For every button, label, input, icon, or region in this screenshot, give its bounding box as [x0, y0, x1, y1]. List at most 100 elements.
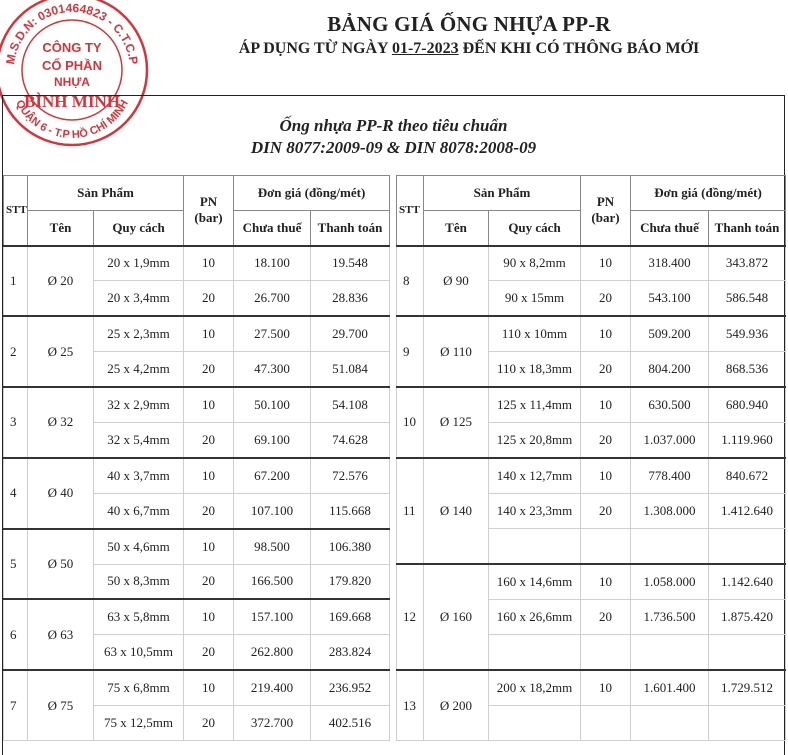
cell-stt: 5: [3, 527, 28, 600]
page-title: BẢNG GIÁ ỐNG NHỰA PP-R: [327, 12, 611, 36]
cell-total: 72.576: [310, 456, 390, 494]
cell-total: 1.142.640: [708, 563, 786, 600]
header-total: Thanh toán: [310, 210, 390, 247]
header-spec: Quy cách: [488, 210, 581, 247]
cell-pre-tax: 778.400: [630, 456, 709, 494]
cell-total: 283.824: [310, 634, 390, 671]
cell-spec: 50 x 4,6mm: [93, 527, 184, 565]
cell-name: Ø 20: [27, 244, 94, 317]
header-stt: STT: [3, 175, 28, 246]
header-pn: PN (bar): [183, 175, 234, 246]
table-row: 125 x 20,8mm 20 1.037.000 1.119.960: [397, 421, 786, 459]
table-row: 160 x 26,6mm 20 1.736.500 1.875.420: [397, 598, 786, 636]
cell-spec: 110 x 10mm: [488, 315, 581, 353]
cell-stt: 9: [396, 315, 424, 388]
cell-spec: 63 x 10,5mm: [93, 634, 184, 671]
cell-pn: 10: [580, 456, 631, 494]
cell-pn: 10: [183, 244, 234, 282]
cell-pre-tax: [630, 528, 709, 565]
company-stamp: M.S.D.N: 0301464823 - C.T.C.P QUẬN 6 - T…: [0, 0, 149, 147]
cell-pn: 20: [580, 492, 631, 530]
table-row: 20 x 3,4mm 20 26.700 28.836: [4, 280, 390, 317]
standard-line2: DIN 8077:2009-09 & DIN 8078:2008-09: [250, 138, 537, 157]
table-row: 140 x 23,3mm 20 1.308.000 1.412.640: [397, 492, 786, 530]
cell-pre-tax: [630, 705, 709, 742]
cell-total: [708, 705, 786, 742]
header-pn: PN (bar): [580, 175, 631, 246]
cell-pre-tax: 318.400: [630, 244, 709, 282]
table-row: 11 Ø 140 140 x 12,7mm 10 778.400 840.672: [396, 456, 786, 565]
cell-pre-tax: 262.800: [233, 634, 311, 671]
table-row: 13 Ø 200 200 x 18,2mm 10 1.601.400 1.729.512: [396, 669, 786, 742]
cell-total: 179.820: [310, 563, 390, 600]
cell-pre-tax: 166.500: [233, 563, 311, 600]
cell-stt: 11: [396, 456, 424, 565]
cell-total: 1.412.640: [708, 492, 786, 530]
header-pre-tax: Chưa thuế: [630, 210, 709, 247]
cell-total: 54.108: [310, 386, 390, 423]
cell-pre-tax: 50.100: [233, 386, 311, 423]
cell-pn: 20: [183, 634, 234, 671]
cell-total: 28.836: [310, 280, 390, 317]
cell-spec: 125 x 11,4mm: [488, 386, 581, 423]
header-total: Thanh toán: [708, 210, 786, 247]
cell-stt: 6: [3, 598, 28, 671]
page-subtitle: ÁP DỤNG TỪ NGÀY 01-7-2023 ĐẾN KHI CÓ THÔ…: [150, 40, 788, 58]
cell-pn: 20: [183, 492, 234, 530]
cell-pre-tax: 1.736.500: [630, 598, 709, 636]
cell-pre-tax: 107.100: [233, 492, 311, 530]
cell-spec: 140 x 23,3mm: [488, 492, 581, 530]
cell-pre-tax: [630, 634, 709, 671]
cell-pre-tax: 219.400: [233, 669, 311, 707]
cell-pre-tax: 804.200: [630, 351, 709, 388]
cell-pre-tax: 47.300: [233, 351, 311, 388]
cell-pre-tax: 18.100: [233, 244, 311, 282]
cell-spec: [488, 528, 581, 565]
header-stt: STT: [396, 175, 424, 246]
cell-name: Ø 160: [423, 563, 489, 671]
cell-total: 586.548: [708, 280, 786, 317]
standard-heading: Ống nhựa PP-R theo tiêu chuẩn DIN 8077:2…: [2, 95, 785, 175]
cell-total: 51.084: [310, 351, 390, 388]
table-row: 12 Ø 160 160 x 14,6mm 10 1.058.000 1.142.640: [396, 563, 786, 671]
stamp-line3: NHỰA: [54, 75, 90, 89]
header-spec: Quy cách: [93, 210, 184, 247]
cell-spec: 63 x 5,8mm: [93, 598, 184, 636]
cell-pn: 10: [580, 669, 631, 707]
header-product: Sản Phẩm: [27, 175, 184, 211]
cell-name: Ø 63: [27, 598, 94, 671]
table-row: 25 x 4,2mm 20 47.300 51.084: [4, 351, 390, 388]
cell-spec: 40 x 3,7mm: [93, 456, 184, 494]
cell-pn: 20: [580, 280, 631, 317]
cell-pn: 10: [183, 527, 234, 565]
cell-pn: 10: [580, 244, 631, 282]
cell-spec: 20 x 1,9mm: [93, 244, 184, 282]
cell-name: Ø 25: [27, 315, 94, 388]
table-row: 90 x 15mm 20 543.100 586.548: [397, 280, 786, 317]
cell-total: 402.516: [310, 705, 390, 742]
cell-stt: 13: [396, 669, 424, 742]
cell-spec: 110 x 18,3mm: [488, 351, 581, 388]
cell-pn: [580, 705, 631, 742]
cell-pn: 10: [183, 456, 234, 494]
effective-date: 01-7-2023: [391, 40, 459, 57]
cell-spec: [488, 634, 581, 671]
cell-pre-tax: 543.100: [630, 280, 709, 317]
cell-total: 29.700: [310, 315, 390, 353]
table-row: 50 x 8,3mm 20 166.500 179.820: [4, 563, 390, 600]
cell-pn: 20: [183, 705, 234, 742]
stamp-line4: BÌNH MINH: [24, 92, 120, 111]
cell-name: Ø 90: [423, 244, 489, 317]
cell-spec: 125 x 20,8mm: [488, 421, 581, 459]
table-row: [397, 705, 786, 742]
cell-total: [708, 528, 786, 565]
cell-spec: 32 x 2,9mm: [93, 386, 184, 423]
cell-pn: 20: [580, 598, 631, 636]
table-row: 40 x 6,7mm 20 107.100 115.668: [4, 492, 390, 530]
subtitle-prefix: ÁP DỤNG TỪ NGÀY: [238, 40, 392, 57]
